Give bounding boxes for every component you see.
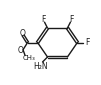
Text: H₂N: H₂N [33, 62, 48, 71]
Text: F: F [41, 15, 45, 24]
Text: O: O [17, 46, 23, 55]
Text: CH₃: CH₃ [23, 55, 35, 61]
Text: O: O [20, 29, 26, 38]
Text: F: F [85, 38, 90, 47]
Text: F: F [70, 15, 74, 24]
